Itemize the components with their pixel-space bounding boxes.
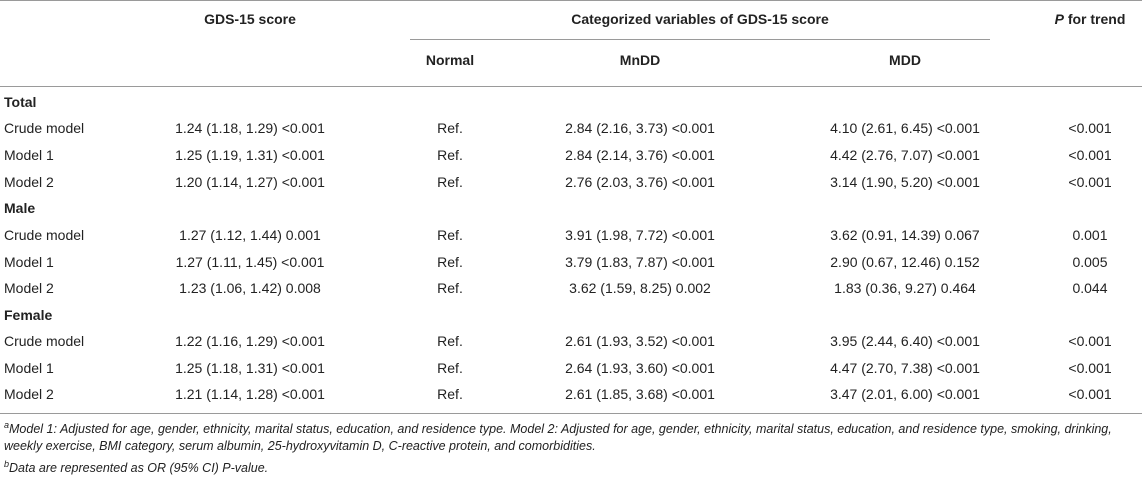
row-label: Crude model [4,120,85,136]
cell-mdd: 3.47 (2.01, 6.00) <0.001 [830,386,980,402]
cell-p-trend: 0.044 [1072,280,1108,296]
cell-normal: Ref. [437,280,463,296]
footnote-a-text: Model 1: Adjusted for age, gender, ethni… [4,422,1112,453]
table-row: Crude model 1.22 (1.16, 1.29) <0.001 Ref… [0,329,1142,355]
cell-mdd: 2.90 (0.67, 12.46) 0.152 [830,254,980,270]
cell-score: 1.27 (1.11, 1.45) <0.001 [175,254,325,270]
row-label: Model 2 [4,174,54,190]
cell-normal: Ref. [437,254,463,270]
cell-score: 1.20 (1.14, 1.27) <0.001 [175,174,325,190]
cell-p-trend: 0.001 [1072,227,1108,243]
header-mdd: MDD [889,52,921,68]
header-categorized: Categorized variables of GDS-15 score [571,11,829,27]
row-label: Model 1 [4,147,54,163]
cell-mndd: 3.62 (1.59, 8.25) 0.002 [569,280,711,296]
cell-mdd: 3.62 (0.91, 14.39) 0.067 [830,227,980,243]
cell-normal: Ref. [437,386,463,402]
header-normal: Normal [425,52,475,68]
cell-mndd: 2.61 (1.93, 3.52) <0.001 [565,333,715,349]
cell-mndd: 2.76 (2.03, 3.76) <0.001 [565,174,715,190]
cell-normal: Ref. [437,147,463,163]
cell-mndd: 2.84 (2.16, 3.73) <0.001 [565,120,715,136]
cell-score: 1.25 (1.18, 1.31) <0.001 [175,360,325,376]
table-row: Model 2 1.20 (1.14, 1.27) <0.001 Ref. 2.… [0,170,1142,196]
table-row: Model 1 1.25 (1.18, 1.31) <0.001 Ref. 2.… [0,356,1142,382]
cell-mndd: 2.84 (2.14, 3.76) <0.001 [565,147,715,163]
footnote-a: aModel 1: Adjusted for age, gender, ethn… [4,419,1140,455]
cell-normal: Ref. [437,333,463,349]
table-row: Crude model 1.27 (1.12, 1.44) 0.001 Ref.… [0,223,1142,249]
cell-mndd: 3.79 (1.83, 7.87) <0.001 [565,254,715,270]
table-row: Model 1 1.27 (1.11, 1.45) <0.001 Ref. 3.… [0,250,1142,276]
cell-score: 1.27 (1.12, 1.44) 0.001 [179,227,321,243]
row-label: Crude model [4,227,85,243]
cell-p-trend: <0.001 [1068,147,1112,163]
cell-p-trend: 0.005 [1072,254,1108,270]
header-p-trend: P for trend [1040,11,1140,27]
cell-normal: Ref. [437,360,463,376]
cell-mdd: 4.47 (2.70, 7.38) <0.001 [830,360,980,376]
cell-mndd: 2.64 (1.93, 3.60) <0.001 [565,360,715,376]
cell-mdd: 3.95 (2.44, 6.40) <0.001 [830,333,980,349]
section-row-male: Male [0,196,1142,222]
header-mndd: MnDD [619,52,661,68]
row-label: Model 2 [4,386,54,402]
header-gds-score: GDS-15 score [204,11,296,27]
cell-score: 1.25 (1.19, 1.31) <0.001 [175,147,325,163]
cell-p-trend: <0.001 [1068,174,1112,190]
header-p-rest: for trend [1063,11,1126,27]
header-rule [0,86,1142,87]
bottom-rule [0,413,1142,414]
section-title: Male [4,200,36,216]
section-title: Female [4,307,53,323]
section-row-female: Female [0,303,1142,329]
cell-normal: Ref. [437,120,463,136]
header-p-letter: P [1054,11,1064,27]
section-title: Total [4,94,37,110]
table-row: Model 2 1.23 (1.06, 1.42) 0.008 Ref. 3.6… [0,276,1142,302]
row-label: Model 1 [4,254,54,270]
footnote-b-text: Data are represented as OR (95% CI) P-va… [9,461,269,475]
cell-mndd: 2.61 (1.85, 3.68) <0.001 [565,386,715,402]
cell-score: 1.23 (1.06, 1.42) 0.008 [179,280,321,296]
cell-mdd: 4.42 (2.76, 7.07) <0.001 [830,147,980,163]
table-row: Model 2 1.21 (1.14, 1.28) <0.001 Ref. 2.… [0,382,1142,408]
sub-header-rule [410,39,990,40]
cell-normal: Ref. [437,174,463,190]
cell-score: 1.22 (1.16, 1.29) <0.001 [175,333,325,349]
cell-score: 1.21 (1.14, 1.28) <0.001 [175,386,325,402]
cell-p-trend: <0.001 [1068,120,1112,136]
footnote-b: bData are represented as OR (95% CI) P-v… [4,458,1140,477]
cell-mndd: 3.91 (1.98, 7.72) <0.001 [565,227,715,243]
top-rule [0,0,1142,1]
section-row-total: Total [0,90,1142,116]
table-row: Crude model 1.24 (1.18, 1.29) <0.001 Ref… [0,116,1142,142]
cell-p-trend: <0.001 [1068,386,1112,402]
table-row: Model 1 1.25 (1.19, 1.31) <0.001 Ref. 2.… [0,143,1142,169]
cell-mdd: 1.83 (0.36, 9.27) 0.464 [834,280,976,296]
row-label: Crude model [4,333,85,349]
cell-normal: Ref. [437,227,463,243]
row-label: Model 2 [4,280,54,296]
cell-mdd: 3.14 (1.90, 5.20) <0.001 [830,174,980,190]
row-label: Model 1 [4,360,54,376]
footnote-a-mark: a [4,419,10,430]
cell-p-trend: <0.001 [1068,333,1112,349]
cell-mdd: 4.10 (2.61, 6.45) <0.001 [830,120,980,136]
cell-score: 1.24 (1.18, 1.29) <0.001 [175,120,325,136]
footnote-b-mark: b [4,458,10,469]
cell-p-trend: <0.001 [1068,360,1112,376]
